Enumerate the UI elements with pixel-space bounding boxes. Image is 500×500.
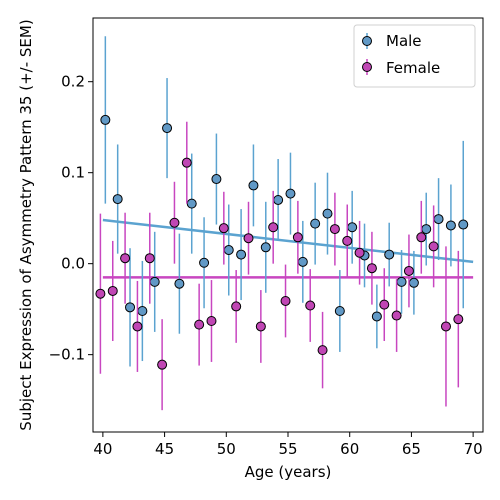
data-point bbox=[453, 314, 464, 325]
data-point bbox=[391, 310, 402, 321]
fit-line-male bbox=[102, 218, 474, 264]
data-point bbox=[194, 319, 205, 330]
data-point bbox=[421, 224, 432, 235]
x-tick-label: 45 bbox=[155, 440, 174, 458]
data-point bbox=[317, 345, 328, 356]
y-tick-label: 0.1 bbox=[61, 164, 85, 182]
data-point bbox=[268, 222, 279, 233]
data-point bbox=[428, 241, 439, 252]
data-point bbox=[112, 194, 123, 205]
data-point bbox=[125, 302, 136, 313]
data-point bbox=[218, 223, 229, 234]
data-point bbox=[231, 301, 242, 312]
data-point bbox=[157, 359, 168, 370]
y-tick-label: −0.1 bbox=[49, 346, 85, 364]
data-point bbox=[305, 300, 316, 311]
data-point bbox=[162, 123, 173, 134]
x-axis-label: Age (years) bbox=[245, 463, 332, 481]
legend-male-label: Male bbox=[386, 32, 422, 50]
x-tick-label: 55 bbox=[278, 440, 297, 458]
data-point bbox=[440, 321, 451, 332]
data-point bbox=[458, 219, 469, 230]
data-point bbox=[107, 285, 118, 296]
legend-female-label: Female bbox=[386, 59, 440, 77]
x-tick-label: 70 bbox=[464, 440, 483, 458]
legend-box bbox=[353, 24, 476, 88]
data-point bbox=[322, 208, 333, 219]
y-axis: −0.1 0.0 0.1 0.2 bbox=[49, 73, 93, 364]
data-point bbox=[403, 265, 414, 276]
fit-lines bbox=[102, 218, 474, 279]
data-point bbox=[366, 263, 377, 274]
data-point bbox=[329, 224, 340, 235]
data-point bbox=[280, 295, 291, 306]
data-point bbox=[181, 157, 192, 168]
data-point bbox=[347, 222, 358, 233]
series-female bbox=[95, 121, 464, 411]
data-point bbox=[100, 114, 111, 125]
x-axis: 40 45 50 55 60 65 70 bbox=[93, 432, 483, 458]
x-tick-label: 65 bbox=[402, 440, 421, 458]
y-tick-label: 0.0 bbox=[61, 255, 85, 273]
data-point bbox=[342, 235, 353, 246]
data-point bbox=[248, 180, 259, 191]
data-point bbox=[292, 232, 303, 243]
data-point bbox=[95, 288, 106, 299]
data-point bbox=[199, 257, 210, 268]
data-point bbox=[236, 249, 247, 260]
x-tick-label: 60 bbox=[340, 440, 359, 458]
data-point bbox=[149, 276, 160, 287]
x-tick-label: 40 bbox=[93, 440, 112, 458]
x-tick-label: 50 bbox=[217, 440, 236, 458]
data-point bbox=[371, 311, 382, 322]
data-point bbox=[223, 245, 234, 256]
data-point bbox=[334, 305, 345, 316]
data-point bbox=[211, 174, 222, 185]
data-point bbox=[255, 321, 266, 332]
data-point bbox=[310, 218, 321, 229]
data-point bbox=[384, 249, 395, 260]
data-point bbox=[433, 214, 444, 225]
series-layer bbox=[95, 36, 469, 411]
data-point bbox=[174, 278, 185, 289]
data-point bbox=[206, 315, 217, 326]
y-axis-label: Subject Expression of Asymmetry Pattern … bbox=[17, 19, 35, 430]
y-tick-label: 0.2 bbox=[61, 73, 85, 91]
data-point bbox=[379, 299, 390, 310]
data-point bbox=[396, 276, 407, 287]
data-point bbox=[297, 256, 308, 267]
data-point bbox=[285, 188, 296, 199]
data-point bbox=[169, 217, 180, 228]
data-point bbox=[445, 220, 456, 231]
data-point bbox=[132, 321, 143, 332]
data-point bbox=[243, 233, 254, 244]
legend-male-marker bbox=[362, 36, 372, 46]
data-point bbox=[416, 232, 427, 243]
data-point bbox=[260, 242, 271, 253]
data-point bbox=[273, 194, 284, 205]
data-point bbox=[354, 247, 365, 258]
data-point bbox=[120, 253, 131, 264]
data-point bbox=[144, 253, 155, 264]
data-point bbox=[186, 198, 197, 209]
data-point bbox=[408, 277, 419, 288]
data-point bbox=[137, 305, 148, 316]
legend: Male Female bbox=[353, 24, 476, 88]
legend-female-marker bbox=[362, 62, 372, 72]
